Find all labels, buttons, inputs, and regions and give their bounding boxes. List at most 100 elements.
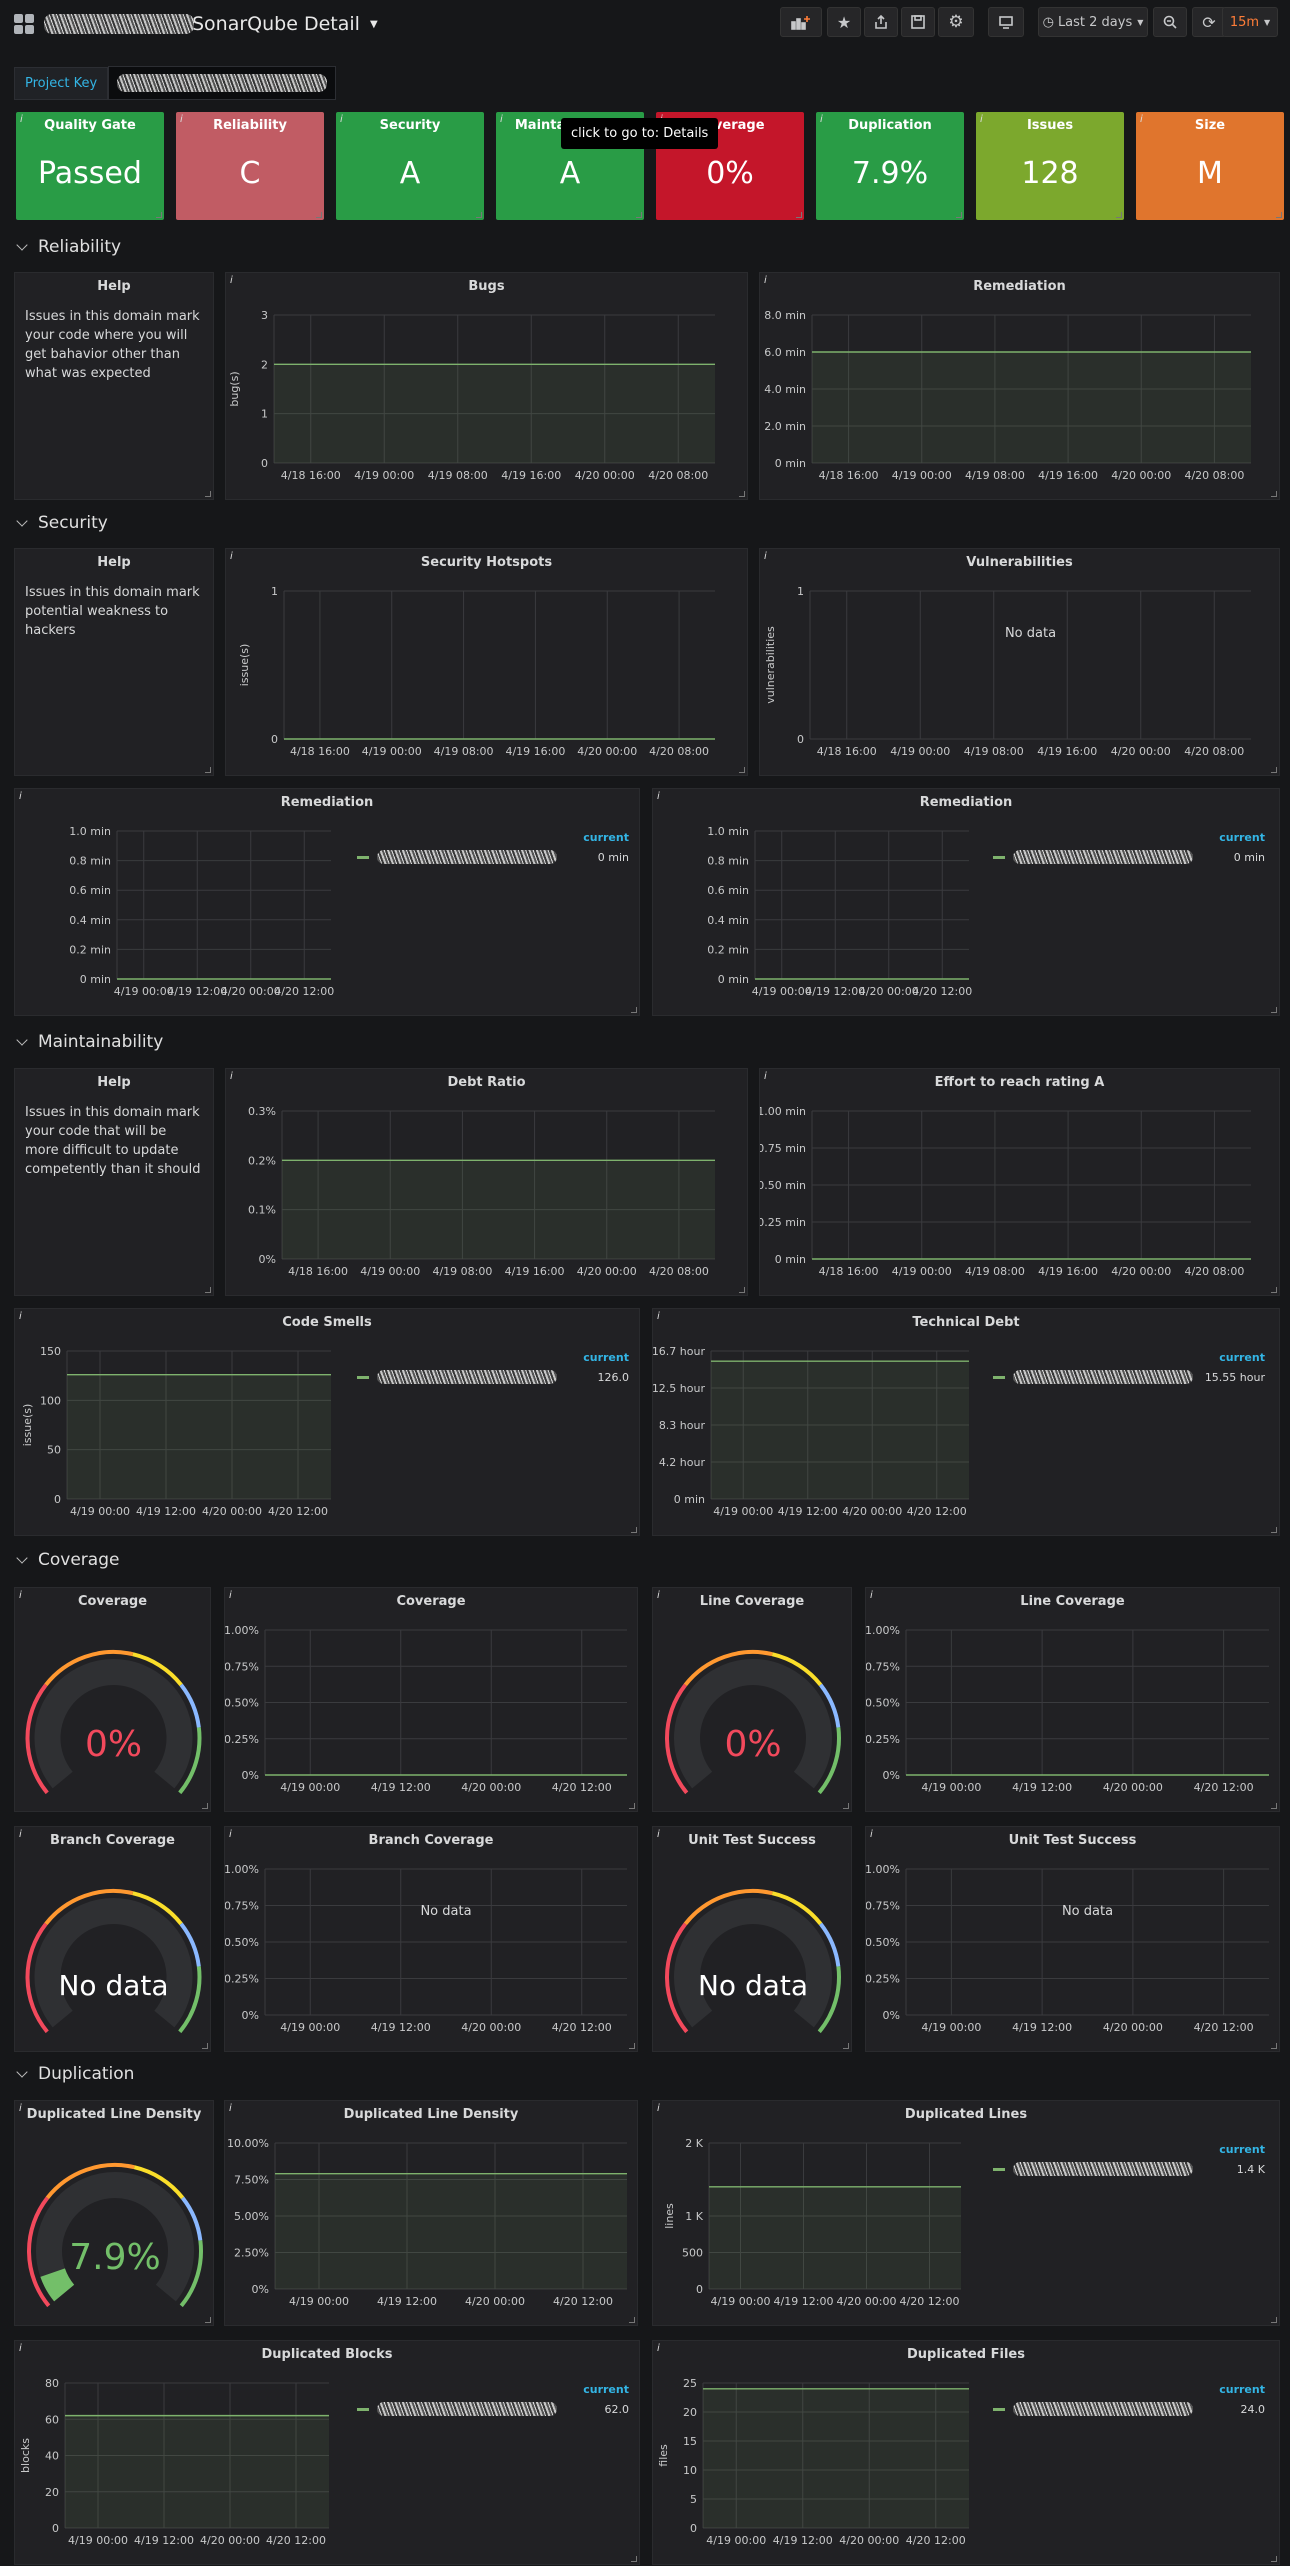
- panel-dup-density-gauge[interactable]: i Duplicated Line Density 7.9%: [14, 2100, 214, 2326]
- resize-handle[interactable]: [739, 1287, 745, 1293]
- panel-dup-lines[interactable]: i Duplicated Lines 0 500 1 K 2 K 4/19 00:00 4/1…: [652, 2100, 1280, 2326]
- info-icon[interactable]: i: [657, 1311, 660, 1322]
- star-button[interactable]: ★: [827, 7, 861, 37]
- resize-handle[interactable]: [629, 2317, 635, 2323]
- info-icon[interactable]: i: [230, 551, 233, 562]
- dashboard-title-area[interactable]: SonarQube Detail ▼: [14, 10, 378, 38]
- dashboard-title[interactable]: SonarQube Detail: [192, 13, 360, 35]
- resize-handle[interactable]: [1271, 1287, 1277, 1293]
- resize-handle[interactable]: [1271, 2317, 1277, 2323]
- resize-handle[interactable]: [202, 2043, 208, 2049]
- resize-handle[interactable]: [1271, 1527, 1277, 1533]
- project-key-select[interactable]: [108, 66, 337, 100]
- stat-panel-issues[interactable]: i Issues 128: [976, 112, 1124, 220]
- resize-handle[interactable]: [1271, 2043, 1277, 2049]
- info-icon[interactable]: i: [764, 1071, 767, 1082]
- info-icon[interactable]: i: [657, 791, 660, 802]
- info-icon[interactable]: i: [820, 114, 823, 125]
- stat-panel-reliability[interactable]: i Reliability C: [176, 112, 324, 220]
- resize-handle[interactable]: [1271, 767, 1277, 773]
- info-icon[interactable]: i: [340, 114, 343, 125]
- info-icon[interactable]: i: [229, 2103, 232, 2114]
- resize-handle[interactable]: [1116, 212, 1122, 218]
- share-button[interactable]: [864, 7, 898, 37]
- refresh-button[interactable]: ⟳: [1192, 7, 1226, 37]
- resize-handle[interactable]: [631, 2556, 637, 2562]
- legend-series[interactable]: 126.0: [357, 1370, 629, 1384]
- info-icon[interactable]: i: [764, 551, 767, 562]
- resize-handle[interactable]: [631, 1007, 637, 1013]
- resize-handle[interactable]: [1276, 212, 1282, 218]
- info-icon[interactable]: i: [1140, 114, 1143, 125]
- resize-handle[interactable]: [739, 767, 745, 773]
- panel-vulns[interactable]: i Vulnerabilities 0 1 4/18 16:00 4/19 00:00 4/…: [759, 548, 1280, 776]
- panel-coverage-gauge[interactable]: i Coverage 0%: [14, 1587, 211, 1812]
- resize-handle[interactable]: [629, 2043, 635, 2049]
- panel-dup-files[interactable]: i Duplicated Files 0 5 10 15 20 25 4/19 00:00 4/1…: [652, 2340, 1280, 2565]
- panel-dup-blocks[interactable]: i Duplicated Blocks 0 20 40 60 80 4/19 00:00 4/1…: [14, 2340, 640, 2565]
- resize-handle[interactable]: [1271, 491, 1277, 497]
- info-icon[interactable]: i: [657, 2343, 660, 2354]
- panel-unit-test-gauge[interactable]: i Unit Test Success No data: [652, 1826, 852, 2052]
- legend-series[interactable]: 0 min: [993, 850, 1265, 864]
- resize-handle[interactable]: [202, 1803, 208, 1809]
- info-icon[interactable]: i: [870, 1590, 873, 1601]
- info-icon[interactable]: i: [19, 1311, 22, 1322]
- settings-button[interactable]: ⚙: [938, 7, 974, 37]
- save-button[interactable]: [901, 7, 935, 37]
- resize-handle[interactable]: [956, 212, 962, 218]
- panel-unit-test-ts[interactable]: i Unit Test Success 0% 0.25% 0.50% 0.75% 1.00%…: [865, 1826, 1280, 2052]
- info-icon[interactable]: i: [230, 275, 233, 286]
- zoom-out-button[interactable]: [1153, 7, 1187, 37]
- resize-handle[interactable]: [843, 2043, 849, 2049]
- row-maintainability[interactable]: Maintainability: [10, 1027, 163, 1057]
- info-icon[interactable]: i: [19, 2103, 22, 2114]
- stat-panel-duplication[interactable]: i Duplication 7.9%: [816, 112, 964, 220]
- panel-code-smells[interactable]: i Code Smells 0 50 100 150 4/19 00:00 4/19 12:0…: [14, 1308, 640, 1536]
- resize-handle[interactable]: [631, 1527, 637, 1533]
- panel-remediation-sec1[interactable]: i Remediation 0 min 0.2 min 0.4 min 0.6 min 0.…: [14, 788, 640, 1016]
- panel-effort[interactable]: i Effort to reach rating A 0 min 0.25 min 0.…: [759, 1068, 1280, 1296]
- resize-handle[interactable]: [316, 212, 322, 218]
- panel-remediation-sec2[interactable]: i Remediation 0 min 0.2 min 0.4 min 0.6 min 0.…: [652, 788, 1280, 1016]
- info-icon[interactable]: i: [19, 1590, 22, 1601]
- resize-handle[interactable]: [205, 767, 211, 773]
- legend-series[interactable]: 1.4 K: [993, 2162, 1265, 2176]
- panel-coverage-ts[interactable]: i Coverage 0% 0.25% 0.50% 0.75% 1.00% 4/19 00:0…: [224, 1587, 638, 1812]
- dashboards-icon[interactable]: [14, 14, 34, 34]
- row-security[interactable]: Security: [10, 508, 108, 538]
- panel-remediation-rel[interactable]: i Remediation 0 min 2.0 min 4.0 min 6.0 min 8.…: [759, 272, 1280, 500]
- info-icon[interactable]: i: [657, 1590, 660, 1601]
- panel-line-coverage-ts[interactable]: i Line Coverage 0% 0.25% 0.50% 0.75% 1.00% 4/19…: [865, 1587, 1280, 1812]
- resize-handle[interactable]: [156, 212, 162, 218]
- info-icon[interactable]: i: [980, 114, 983, 125]
- info-icon[interactable]: i: [229, 1590, 232, 1601]
- info-icon[interactable]: i: [229, 1829, 232, 1840]
- panel-bugs[interactable]: i Bugs 0 1 2 3 4/18 16:00 4/19 00:00 4/19 08:00 4…: [225, 272, 748, 500]
- tv-mode-button[interactable]: [988, 7, 1024, 37]
- panel-tech-debt[interactable]: i Technical Debt 0 min 4.2 hour 8.3 hour 12.5…: [652, 1308, 1280, 1536]
- legend-series[interactable]: 15.55 hour: [993, 1370, 1265, 1384]
- panel-dup-density-ts[interactable]: i Duplicated Line Density 0% 2.50% 5.00% 7.50…: [224, 2100, 638, 2326]
- resize-handle[interactable]: [796, 212, 802, 218]
- info-icon[interactable]: i: [500, 114, 503, 125]
- refresh-interval-picker[interactable]: 15m ▼: [1222, 7, 1278, 37]
- resize-handle[interactable]: [636, 212, 642, 218]
- panel-line-coverage-gauge[interactable]: i Line Coverage 0%: [652, 1587, 852, 1812]
- info-icon[interactable]: i: [180, 114, 183, 125]
- info-icon[interactable]: i: [764, 275, 767, 286]
- chevron-down-icon[interactable]: ▼: [369, 18, 378, 30]
- info-icon[interactable]: i: [870, 1829, 873, 1840]
- stat-panel-quality-gate[interactable]: i Quality Gate Passed: [16, 112, 164, 220]
- resize-handle[interactable]: [205, 491, 211, 497]
- panel-debt-ratio[interactable]: i Debt Ratio 0% 0.1% 0.2% 0.3% 4/18 16:00 4/19 …: [225, 1068, 748, 1296]
- resize-handle[interactable]: [476, 212, 482, 218]
- resize-handle[interactable]: [1271, 1803, 1277, 1809]
- resize-handle[interactable]: [629, 1803, 635, 1809]
- info-icon[interactable]: i: [230, 1071, 233, 1082]
- resize-handle[interactable]: [205, 2317, 211, 2323]
- panel-branch-coverage-ts[interactable]: i Branch Coverage 0% 0.25% 0.50% 0.75% 1.00% 4/…: [224, 1826, 638, 2052]
- resize-handle[interactable]: [205, 1287, 211, 1293]
- info-icon[interactable]: i: [657, 2103, 660, 2114]
- panel-branch-coverage-gauge[interactable]: i Branch Coverage No data: [14, 1826, 211, 2052]
